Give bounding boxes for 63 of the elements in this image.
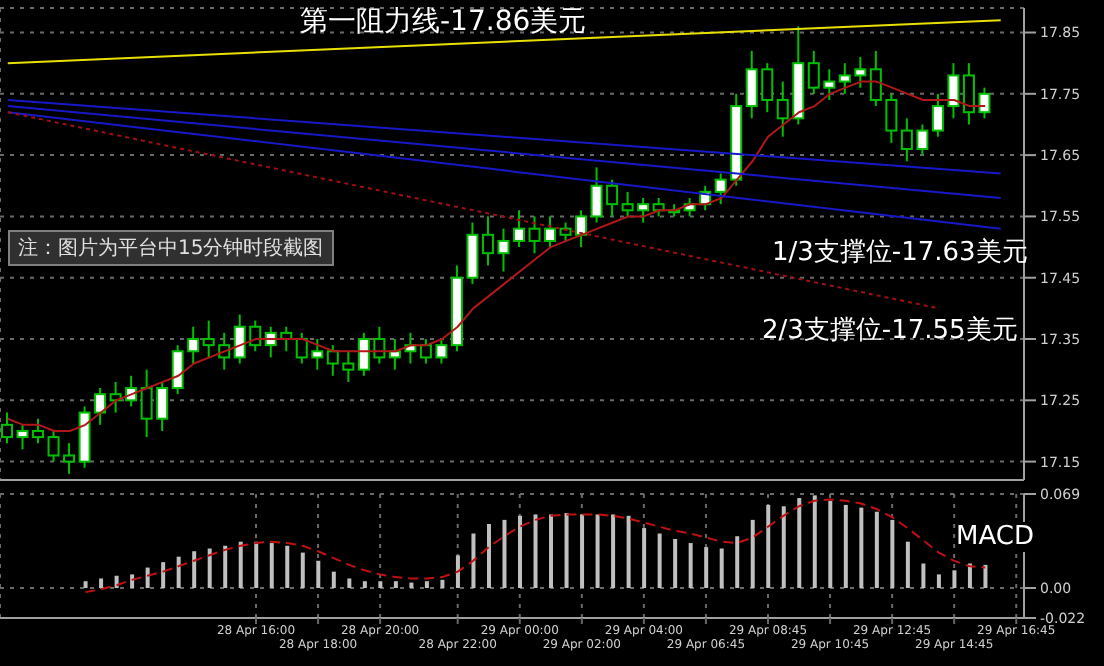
bar bbox=[735, 536, 740, 589]
bar bbox=[223, 545, 228, 589]
bar bbox=[471, 533, 476, 589]
bar bbox=[719, 548, 724, 589]
bar bbox=[424, 581, 429, 589]
bar bbox=[161, 562, 166, 589]
bar bbox=[642, 528, 647, 589]
bar bbox=[502, 519, 507, 589]
bar bbox=[207, 548, 212, 589]
bar bbox=[952, 570, 957, 589]
bar bbox=[440, 579, 445, 589]
bar bbox=[192, 551, 197, 589]
bar bbox=[905, 541, 910, 589]
bar bbox=[657, 533, 662, 589]
bar bbox=[766, 504, 771, 589]
bar bbox=[145, 567, 150, 589]
bar bbox=[331, 571, 336, 589]
bar bbox=[595, 514, 600, 589]
bar bbox=[626, 515, 631, 589]
bar bbox=[347, 578, 352, 589]
bar bbox=[254, 541, 259, 589]
bar bbox=[455, 555, 460, 589]
bar bbox=[564, 513, 569, 589]
bar bbox=[99, 578, 104, 589]
bar bbox=[704, 547, 709, 589]
bar bbox=[983, 564, 988, 589]
bar bbox=[285, 545, 290, 589]
annotation: MACD bbox=[956, 522, 1034, 552]
bar bbox=[130, 574, 135, 589]
bar bbox=[890, 519, 895, 589]
annotation: 2/3支撑位-17.55美元 bbox=[762, 314, 1018, 348]
bar bbox=[843, 504, 848, 589]
bar bbox=[828, 500, 833, 589]
bar bbox=[238, 541, 243, 589]
bar bbox=[936, 574, 941, 589]
bar bbox=[362, 581, 367, 589]
bar bbox=[859, 507, 864, 589]
bar bbox=[269, 543, 274, 589]
annotation: 第一阻力线-17.86美元 bbox=[300, 4, 587, 40]
bar bbox=[781, 506, 786, 589]
bar bbox=[921, 563, 926, 589]
bar bbox=[518, 515, 522, 589]
bar bbox=[378, 581, 383, 589]
bar bbox=[673, 538, 678, 589]
bar bbox=[533, 514, 538, 589]
candlestick bbox=[513, 209, 525, 249]
bar bbox=[611, 514, 616, 589]
bar bbox=[549, 514, 554, 589]
bar bbox=[300, 552, 305, 589]
bar bbox=[797, 498, 802, 589]
bar bbox=[967, 563, 972, 589]
annotation: 注：图片为平台中15分钟时段截图 bbox=[8, 230, 334, 266]
bar bbox=[812, 495, 817, 589]
bar bbox=[580, 514, 585, 589]
bar bbox=[176, 556, 181, 589]
bar bbox=[316, 560, 321, 589]
bar bbox=[486, 523, 491, 589]
bar bbox=[409, 582, 414, 589]
bar bbox=[688, 543, 693, 589]
bar bbox=[393, 581, 398, 589]
bar bbox=[750, 519, 755, 589]
bar bbox=[83, 581, 88, 589]
bar bbox=[874, 511, 879, 589]
